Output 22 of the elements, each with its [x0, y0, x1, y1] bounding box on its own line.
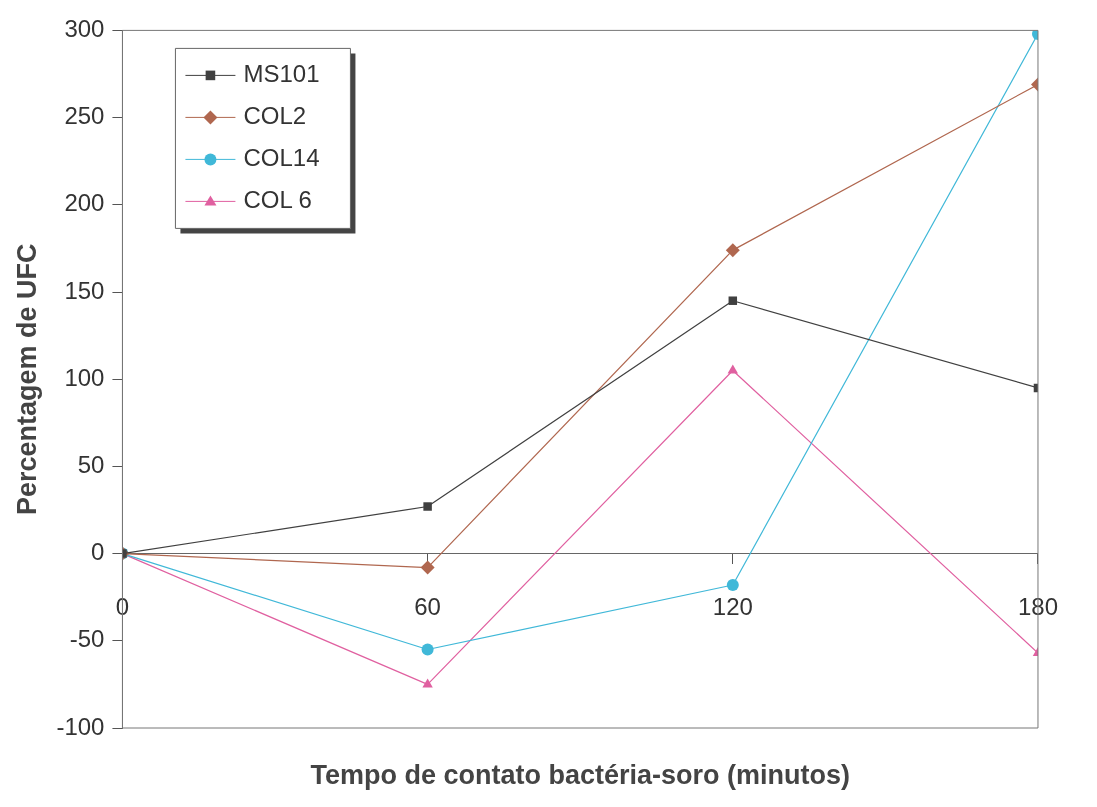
- legend-label: COL2: [243, 102, 307, 130]
- point: [421, 643, 434, 656]
- legend-label: COL14: [243, 144, 320, 172]
- x-tick-label: 180: [1017, 592, 1058, 620]
- x-tick-label: 120: [712, 592, 753, 620]
- y-tick-label: 250: [64, 102, 105, 130]
- y-tick-label: -100: [56, 712, 105, 740]
- y-tick-label: 200: [64, 189, 105, 217]
- point: [423, 502, 432, 511]
- y-tick-label: -50: [69, 625, 105, 653]
- y-tick-label: 300: [64, 15, 105, 43]
- y-tick-label: 0: [91, 538, 105, 566]
- point: [422, 678, 433, 688]
- point: [726, 578, 739, 591]
- y-tick-label: 50: [77, 451, 105, 479]
- y-tick-label: 150: [64, 276, 105, 304]
- legend-label: MS101: [243, 60, 320, 88]
- y-axis-title: Percentagem de UFC: [11, 243, 42, 515]
- y-tick-label: 100: [64, 363, 105, 391]
- x-axis-title: Tempo de contato bactéria-soro (minutos): [310, 759, 850, 790]
- legend-label: COL 6: [243, 186, 312, 214]
- x-tick-label: 60: [414, 592, 441, 620]
